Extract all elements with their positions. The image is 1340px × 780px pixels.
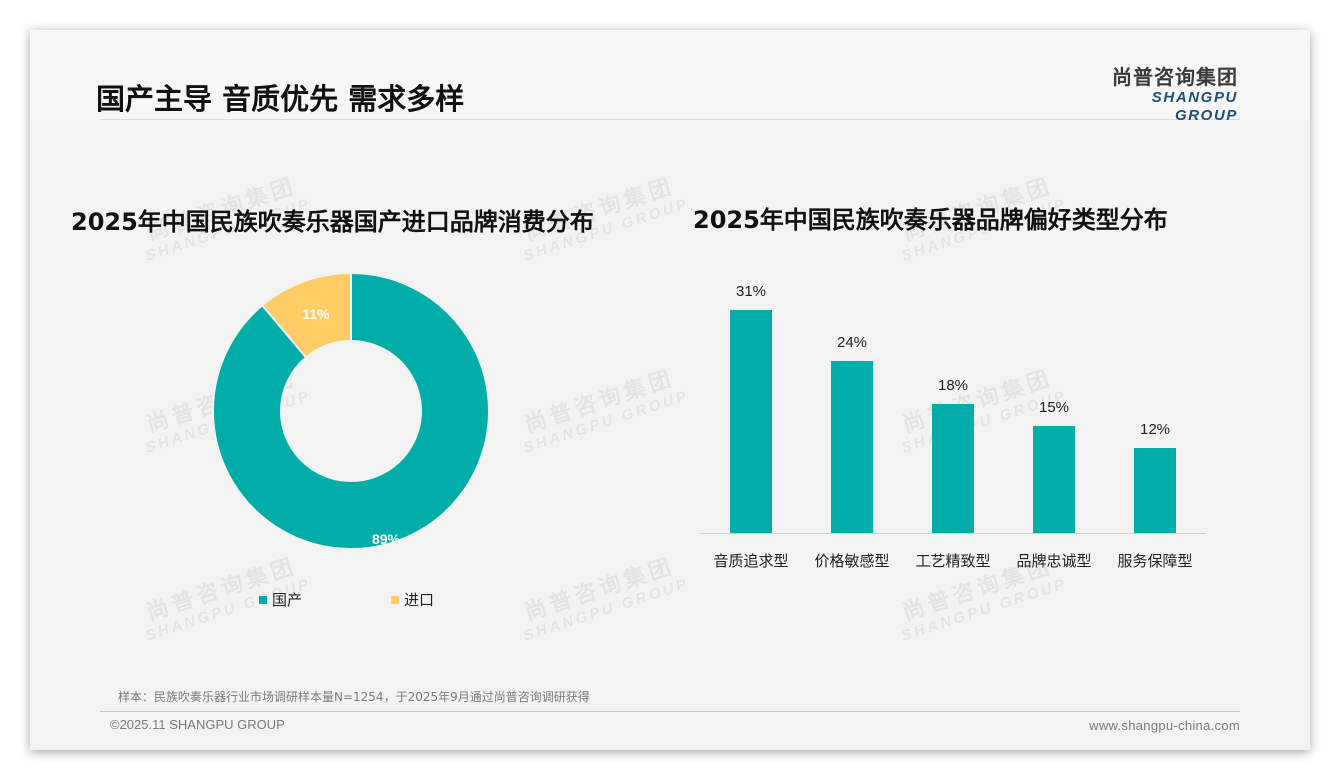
category-label: 品牌忠诚型 [1016, 552, 1092, 570]
title-divider [100, 119, 1240, 120]
bar-chart: 31% 24% 18% 15% 12% 音质追求型 价格敏感型 工艺精致型 品牌… [700, 270, 1206, 570]
company-logo: 尚普咨询集团 SHANGPU GROUP [1088, 65, 1238, 125]
donut-slice-domestic [212, 271, 490, 550]
legend-label: 进口 [404, 591, 435, 609]
sample-note: 样本：民族吹奏乐器行业市场调研样本量N=1254，于2025年9月通过尚普咨询调… [118, 690, 590, 704]
legend-item-import: 进口 [391, 589, 434, 610]
header-band [30, 30, 1310, 120]
bar-value-label: 15% [1038, 399, 1070, 416]
legend-item-domestic: 国产 [259, 589, 391, 610]
bar-craftsmanship [932, 404, 974, 533]
donut-label-domestic: 89% [371, 531, 401, 547]
copyright-text: ©2025.11 SHANGPU GROUP [110, 717, 285, 732]
category-label: 音质追求型 [713, 552, 789, 570]
category-label: 价格敏感型 [814, 552, 890, 570]
bar-value-label: 31% [735, 283, 767, 300]
legend-swatch-teal [259, 595, 267, 604]
bar-service [1134, 448, 1176, 533]
donut-chart-graphic [212, 271, 490, 550]
legend-swatch-yellow [391, 595, 399, 604]
donut-legend: 国产 进口 [259, 589, 434, 610]
website-link[interactable]: www.shangpu-china.com [1089, 718, 1240, 733]
bar-brand-loyal [1033, 426, 1075, 533]
x-axis-line [700, 533, 1206, 534]
donut-slice-import [260, 271, 352, 359]
category-label: 服务保障型 [1117, 552, 1193, 570]
bar-chart-title: 2025年中国民族吹奏乐器品牌偏好类型分布 [693, 206, 1168, 234]
bar-value-label: 12% [1139, 421, 1171, 438]
donut-label-import: 11% [302, 306, 330, 322]
footer-divider [100, 711, 1240, 712]
category-label: 工艺精致型 [915, 552, 991, 570]
logo-english: SHANGPU GROUP [1151, 89, 1238, 124]
donut-chart: 89% 11% [212, 271, 490, 550]
slide: 尚普咨询集团 SHANGPU GROUP 尚普咨询集团 SHANGPU GROUP … [30, 30, 1310, 750]
legend-label: 国产 [272, 591, 303, 609]
page-title: 国产主导 音质优先 需求多样 [96, 82, 465, 116]
bar-price-sensitive [831, 361, 873, 533]
donut-chart-title: 2025年中国民族吹奏乐器国产进口品牌消费分布 [71, 208, 594, 236]
bar-value-label: 18% [937, 377, 969, 394]
bar-sound-quality [730, 310, 772, 533]
logo-chinese: 尚普咨询集团 [1112, 65, 1238, 89]
bar-value-label: 24% [836, 334, 868, 351]
